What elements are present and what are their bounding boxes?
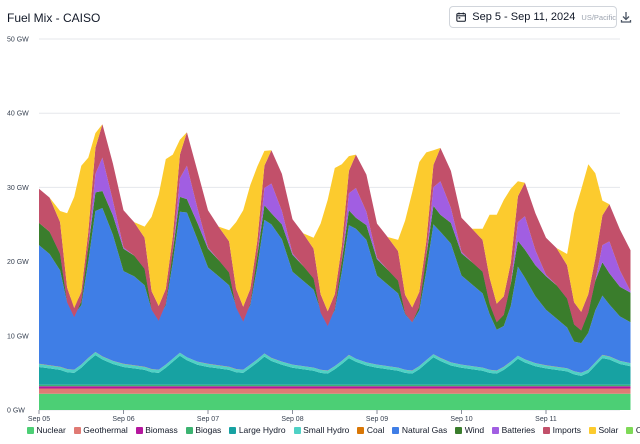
area-imports — [39, 124, 631, 331]
legend-item-natural-gas[interactable]: Natural Gas — [392, 425, 447, 435]
x-tick-label: Sep 08 — [281, 416, 303, 423]
legend-swatch — [492, 426, 500, 434]
legend-label: Imports — [552, 425, 581, 435]
legend-item-batteries[interactable]: Batteries — [492, 425, 535, 435]
chart-legend: Nuclear Geothermal Biomass Biogas Large Hydr… — [27, 425, 640, 435]
legend-swatch — [73, 426, 81, 434]
y-tick-label: 20 GW — [7, 259, 29, 266]
legend-swatch — [27, 426, 34, 434]
page-title: Fuel Mix - CAISO — [7, 11, 101, 25]
legend-item-wind[interactable]: Wind — [455, 425, 484, 435]
area-biogas — [39, 384, 631, 387]
x-axis: Sep 05 Sep 06 Sep 07 Sep 08 Sep 09 Sep 10 Sep … — [28, 410, 557, 423]
area-solar — [39, 124, 631, 312]
y-tick-label: 50 GW — [7, 37, 29, 44]
legend-swatch — [229, 426, 237, 434]
x-tick-label: Sep 11 — [535, 416, 557, 423]
legend-label: Solar — [598, 425, 619, 435]
y-tick-label: 0 GW — [7, 408, 25, 415]
x-tick-label: Sep 07 — [197, 416, 219, 423]
area-wind — [39, 191, 631, 344]
legend-item-coal[interactable]: Coal — [357, 425, 384, 435]
legend-label: Other — [635, 425, 640, 435]
legend-item-small-hydro[interactable]: Small Hydro — [293, 425, 350, 435]
legend-swatch — [626, 426, 634, 434]
legend-label: Biogas — [195, 425, 222, 435]
legend-label: Natural Gas — [401, 425, 448, 435]
legend-label: Wind — [464, 425, 485, 435]
x-tick-label: Sep 09 — [366, 416, 388, 423]
legend-swatch — [185, 426, 193, 434]
legend-item-nuclear[interactable]: Nuclear — [27, 425, 66, 435]
legend-item-geothermal[interactable]: Geothermal — [73, 425, 128, 435]
area-large-hydro — [39, 355, 631, 385]
timezone-label: US/Pacific — [581, 12, 616, 22]
legend-swatch — [135, 426, 143, 434]
legend-swatch — [293, 426, 301, 434]
area-nuclear — [39, 393, 631, 410]
calendar-icon — [456, 12, 466, 22]
area-natural-gas — [39, 208, 631, 373]
area-small-hydro — [39, 352, 631, 376]
legend-item-biomass[interactable]: Biomass — [135, 425, 178, 435]
legend-item-biogas[interactable]: Biogas — [185, 425, 222, 435]
x-tick-label: Sep 05 — [28, 416, 50, 423]
y-axis: 0 GW 10 GW 20 GW 30 GW 40 GW 50 GW — [7, 37, 29, 415]
legend-item-large-hydro[interactable]: Large Hydro — [229, 425, 286, 435]
area-geothermal — [39, 388, 631, 394]
x-tick-label: Sep 06 — [112, 416, 134, 423]
legend-swatch — [392, 426, 400, 434]
legend-swatch — [455, 426, 463, 434]
legend-label: Nuclear — [36, 425, 66, 435]
y-tick-label: 10 GW — [7, 333, 29, 340]
legend-label: Geothermal — [83, 425, 128, 435]
download-icon[interactable] — [619, 10, 633, 24]
legend-item-solar[interactable]: Solar — [589, 425, 618, 435]
legend-label: Coal — [366, 425, 385, 435]
area-coal — [39, 352, 631, 373]
y-tick-label: 30 GW — [7, 185, 29, 192]
legend-label: Biomass — [145, 425, 178, 435]
stacked-areas — [39, 124, 631, 410]
date-range-picker[interactable]: Sep 5 - Sep 11, 2024 US/Pacific — [449, 6, 617, 28]
legend-item-other[interactable]: Other — [626, 425, 640, 435]
legend-label: Large Hydro — [238, 425, 286, 435]
date-range-text: Sep 5 - Sep 11, 2024 — [472, 11, 576, 23]
y-tick-label: 40 GW — [7, 111, 29, 118]
legend-item-imports[interactable]: Imports — [543, 425, 581, 435]
x-tick-label: Sep 10 — [450, 416, 472, 423]
legend-swatch — [357, 426, 365, 434]
area-biomass — [39, 386, 631, 389]
legend-swatch — [589, 426, 596, 434]
legend-label: Small Hydro — [303, 425, 350, 435]
legend-swatch — [543, 426, 551, 434]
legend-label: Batteries — [501, 425, 536, 435]
